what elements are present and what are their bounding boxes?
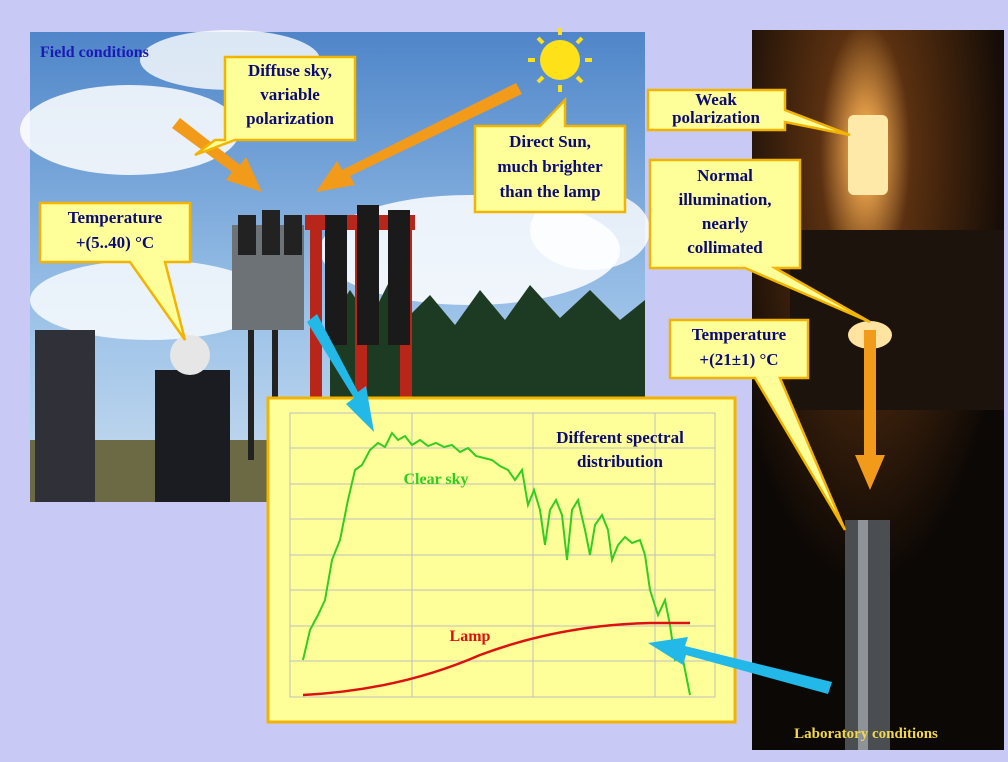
shape [238, 215, 256, 255]
shape [388, 210, 410, 345]
illustration: Field conditions Laboratory conditions [0, 0, 1008, 762]
shape [790, 230, 1004, 410]
shape [170, 335, 210, 375]
lab-label: Laboratory conditions [794, 726, 938, 742]
label-line: polarization [246, 109, 334, 128]
label-line: collimated [687, 238, 763, 257]
shape [262, 210, 280, 255]
label-line: distribution [577, 452, 664, 471]
label-line: Direct Sun, [509, 132, 591, 151]
label-line: Weak [695, 90, 737, 109]
label-line: Different spectral [556, 428, 684, 447]
label-line: Diffuse sky, [248, 61, 332, 80]
shape [325, 215, 347, 345]
shape [357, 205, 379, 345]
label-line: than the lamp [499, 182, 600, 201]
shape [864, 330, 876, 460]
shape [155, 370, 230, 502]
label-line: polarization [672, 108, 760, 127]
label-line: Normal [697, 166, 753, 185]
spectrum-panel: Different spectral distribution Clear sky… [268, 398, 735, 722]
label-line: nearly [702, 214, 749, 233]
shape [35, 330, 95, 502]
label-line: much brighter [497, 157, 603, 176]
shape [20, 85, 240, 175]
shape: Direct Sun, much brighter than the lamp [497, 132, 603, 201]
clear-sky-label: Clear sky [403, 471, 468, 488]
label-line: variable [260, 85, 320, 104]
field-label: Field conditions [40, 44, 149, 61]
label-line: +(21±1) °C [699, 350, 778, 369]
label-line: Temperature [692, 325, 787, 344]
label-line: +(5..40) °C [76, 233, 154, 252]
shape [858, 520, 868, 750]
label-line: illumination, [678, 190, 771, 209]
lamp-label: Lamp [450, 628, 491, 645]
shape [248, 330, 254, 460]
shape [848, 115, 888, 195]
shape [540, 40, 580, 80]
lab-photo: Laboratory conditions [752, 30, 1004, 750]
label-line: Temperature [68, 208, 163, 227]
shape [284, 215, 302, 255]
